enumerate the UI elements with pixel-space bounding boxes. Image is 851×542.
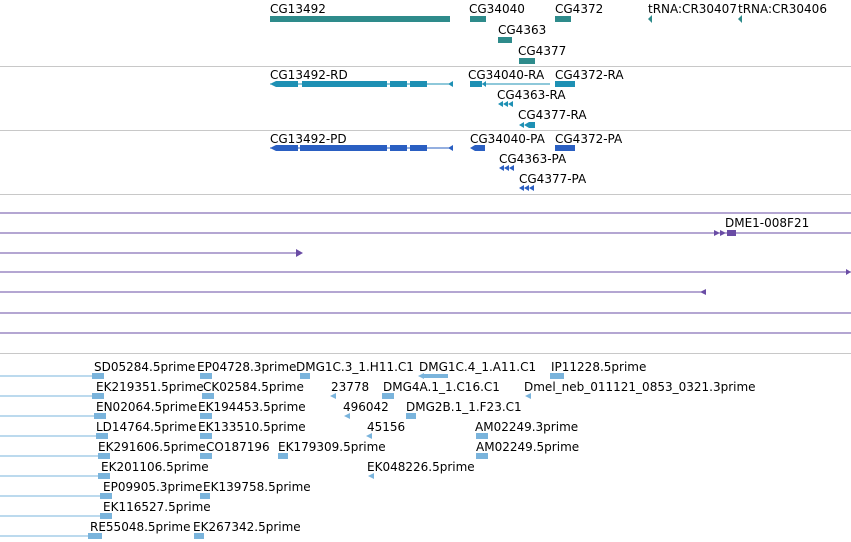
transcript-label[interactable]: CG13492-RD (270, 68, 348, 82)
est-label[interactable]: EK201106.5prime (101, 460, 209, 474)
est-label[interactable]: EK291606.5prime (98, 440, 206, 454)
transcript-label[interactable]: CG4363-RA (497, 88, 566, 102)
gene-label[interactable]: CG4372 (555, 2, 604, 16)
transcript-pd-track-glyphs (270, 145, 575, 191)
protein-label[interactable]: CG4372-PA (555, 132, 623, 146)
est-label[interactable]: CK02584.5prime (203, 380, 304, 394)
transcript-label[interactable]: CG4377-RA (518, 108, 587, 122)
exon[interactable] (270, 145, 298, 151)
gene-label[interactable]: CG4377 (518, 44, 567, 58)
est-label[interactable]: EK219351.5prime (96, 380, 204, 394)
exon[interactable] (390, 145, 407, 151)
est-label[interactable]: AM02249.3prime (475, 420, 579, 434)
est-label[interactable]: EP09905.3prime (103, 480, 203, 494)
gene-trna-cr30406-glyph[interactable] (738, 15, 742, 23)
gene-label[interactable]: tRNA:CR30407 (648, 2, 737, 16)
exon[interactable] (390, 81, 407, 87)
est-label[interactable]: RE55048.5prime (90, 520, 191, 534)
exon[interactable] (448, 81, 453, 87)
exon[interactable] (555, 81, 575, 87)
exon[interactable] (410, 81, 427, 87)
track-separator (0, 130, 851, 131)
protein-label[interactable]: CG13492-PD (270, 132, 347, 146)
est-label[interactable]: EK048226.5prime (367, 460, 475, 474)
est-label[interactable]: EN02064.5prime (96, 400, 198, 414)
est-label[interactable]: EP04728.3prime (197, 360, 297, 374)
exon[interactable] (300, 145, 387, 151)
gene-trna-cr30407-glyph[interactable] (648, 15, 652, 23)
gene-cg13492-glyph[interactable] (270, 16, 450, 22)
gene-cg4372-glyph[interactable] (555, 16, 571, 22)
est-label[interactable]: IP11228.5prime (551, 360, 647, 374)
est-label[interactable]: DMG4A.1_1.C16.C1 (383, 380, 500, 394)
transcript-rd-track-glyphs (270, 81, 575, 128)
est-label[interactable]: EK133510.5prime (198, 420, 306, 434)
transcript-label[interactable]: CG4372-RA (555, 68, 624, 82)
est-label[interactable]: CO187196 (206, 440, 270, 454)
gene-cg34040-glyph[interactable] (470, 16, 486, 22)
est-label[interactable]: LD14764.5prime (96, 420, 197, 434)
est-label[interactable]: EK179309.5prime (278, 440, 386, 454)
protein-label[interactable]: CG4377-PA (519, 172, 587, 186)
track-separator (0, 66, 851, 67)
est-label[interactable]: EK116527.5prime (103, 500, 211, 514)
gene-cg4377-glyph[interactable] (519, 58, 535, 64)
est-track-glyphs (0, 373, 564, 539)
exon[interactable] (302, 81, 387, 87)
track-separator (0, 353, 851, 354)
clone-dme1-glyph[interactable] (727, 230, 736, 236)
transcript-label[interactable]: CG34040-RA (468, 68, 545, 82)
gene-label[interactable]: CG34040 (469, 2, 525, 16)
exon[interactable] (555, 145, 575, 151)
protein-label[interactable]: CG4363-PA (499, 152, 567, 166)
exon[interactable] (410, 145, 427, 151)
gene-track-glyphs (270, 15, 742, 64)
est-label[interactable]: 23778 (331, 380, 370, 394)
est-label[interactable]: 45156 (367, 420, 406, 434)
est-label[interactable]: 496042 (343, 400, 389, 414)
est-label[interactable]: Dmel_neb_011121_0853_0321.3prime (524, 380, 756, 394)
est-label[interactable]: EK267342.5prime (193, 520, 301, 534)
track-separator (0, 194, 851, 195)
est-label[interactable]: DMG1C.3_1.H11.C1 (296, 360, 414, 374)
gene-cg4363-glyph[interactable] (498, 37, 512, 43)
est-label[interactable]: SD05284.5prime (94, 360, 196, 374)
clone-label[interactable]: DME1-008F21 (725, 216, 810, 230)
exon[interactable] (270, 81, 298, 87)
est-label[interactable]: DMG1C.4_1.A11.C1 (419, 360, 537, 374)
clone-track-glyphs (0, 212, 851, 334)
gene-label[interactable]: CG4363 (498, 23, 547, 37)
est-label[interactable]: DMG2B.1_1.F23.C1 (406, 400, 522, 414)
est-label[interactable]: EK139758.5prime (203, 480, 311, 494)
est-label[interactable]: EK194453.5prime (198, 400, 306, 414)
gene-label[interactable]: CG13492 (270, 2, 326, 16)
gene-label[interactable]: tRNA:CR30406 (738, 2, 827, 16)
est-label[interactable]: AM02249.5prime (476, 440, 580, 454)
protein-label[interactable]: CG34040-PA (470, 132, 545, 146)
